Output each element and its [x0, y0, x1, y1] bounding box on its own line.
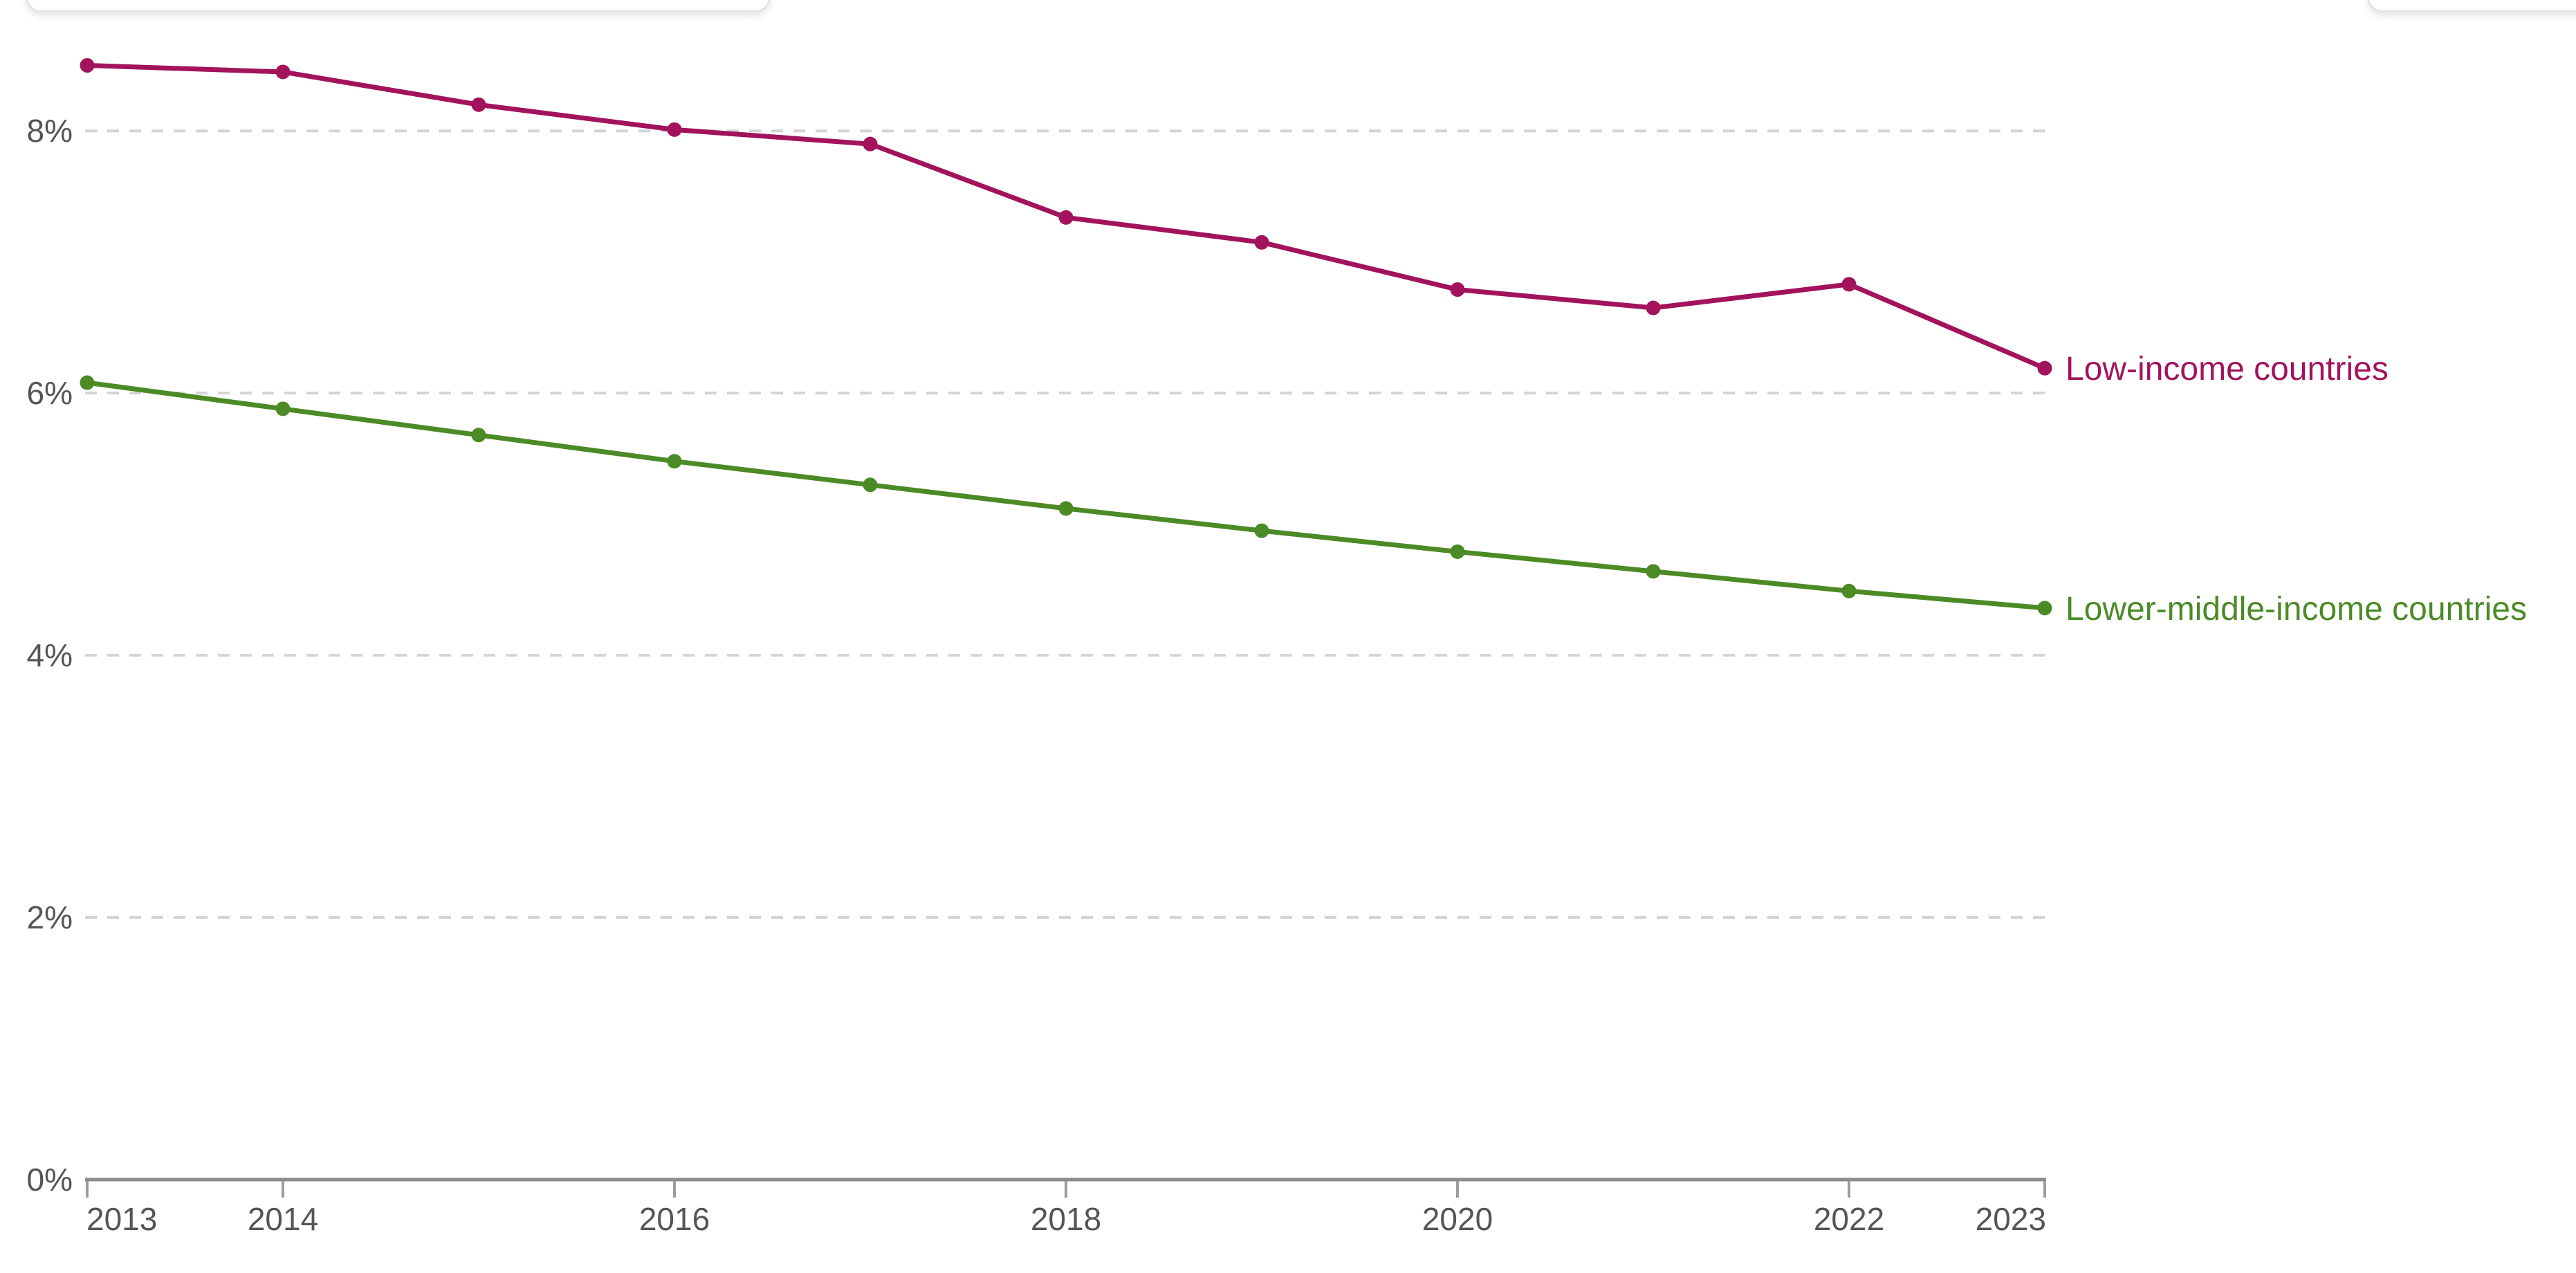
x-tick-label-2022: 2022: [1814, 1201, 1884, 1237]
data-point-lower-middle-income-countries-2013[interactable]: [80, 375, 95, 390]
x-axis: [85, 1178, 2046, 1198]
data-point-lower-middle-income-countries-2023[interactable]: [2037, 601, 2052, 616]
data-point-lower-middle-income-countries-2020[interactable]: [1450, 544, 1465, 559]
data-point-lower-middle-income-countries-2015[interactable]: [471, 428, 486, 443]
data-point-low-income-countries-2022[interactable]: [1841, 277, 1857, 292]
line-lower-middle-income-countries[interactable]: [84, 380, 2048, 611]
y-tick-label-4%: 4%: [27, 637, 73, 673]
x-tick-label-2016: 2016: [639, 1201, 710, 1237]
data-point-lower-middle-income-countries-2018[interactable]: [1058, 501, 1074, 516]
data-point-lower-middle-income-countries-2019[interactable]: [1254, 523, 1269, 538]
series-label-lower-middle-income-countries[interactable]: Lower-middle-income countries: [2066, 591, 2527, 628]
x-tick-label-2014: 2014: [248, 1201, 318, 1237]
series-label-low-income-countries[interactable]: Low-income countries: [2066, 351, 2389, 387]
data-point-low-income-countries-2020[interactable]: [1450, 282, 1465, 297]
data-point-lower-middle-income-countries-2017[interactable]: [863, 477, 878, 493]
data-point-low-income-countries-2018[interactable]: [1058, 210, 1074, 225]
data-point-low-income-countries-2014[interactable]: [275, 64, 291, 80]
data-point-lower-middle-income-countries-2021[interactable]: [1646, 564, 1661, 579]
data-series: [80, 58, 2052, 616]
y-tick-label-6%: 6%: [27, 375, 73, 411]
data-point-low-income-countries-2017[interactable]: [863, 136, 878, 152]
x-tick-label-2023: 2023: [1976, 1201, 2046, 1237]
data-point-low-income-countries-2013[interactable]: [80, 58, 95, 73]
y-axis-tick-labels: 0% 2% 4% 6% 8%: [27, 113, 73, 1198]
y-tick-label-0%: 0%: [27, 1162, 73, 1198]
x-axis-tick-labels: 2013 2014 2016 2018 2020 2022 2023: [86, 1201, 2046, 1237]
x-tick-label-2013: 2013: [86, 1201, 157, 1237]
data-point-low-income-countries-2021[interactable]: [1646, 300, 1661, 315]
data-point-low-income-countries-2023[interactable]: [2037, 360, 2052, 376]
x-tick-label-2018: 2018: [1031, 1201, 1101, 1237]
data-point-low-income-countries-2019[interactable]: [1254, 235, 1269, 250]
data-point-low-income-countries-2015[interactable]: [471, 97, 486, 112]
gridlines: [85, 129, 2046, 919]
data-point-lower-middle-income-countries-2016[interactable]: [667, 454, 682, 469]
data-point-low-income-countries-2016[interactable]: [667, 122, 682, 137]
data-point-lower-middle-income-countries-2014[interactable]: [275, 401, 291, 416]
data-point-lower-middle-income-countries-2022[interactable]: [1841, 583, 1857, 598]
x-tick-label-2020: 2020: [1422, 1201, 1493, 1237]
y-tick-label-2%: 2%: [27, 899, 73, 935]
y-tick-label-8%: 8%: [27, 113, 73, 149]
